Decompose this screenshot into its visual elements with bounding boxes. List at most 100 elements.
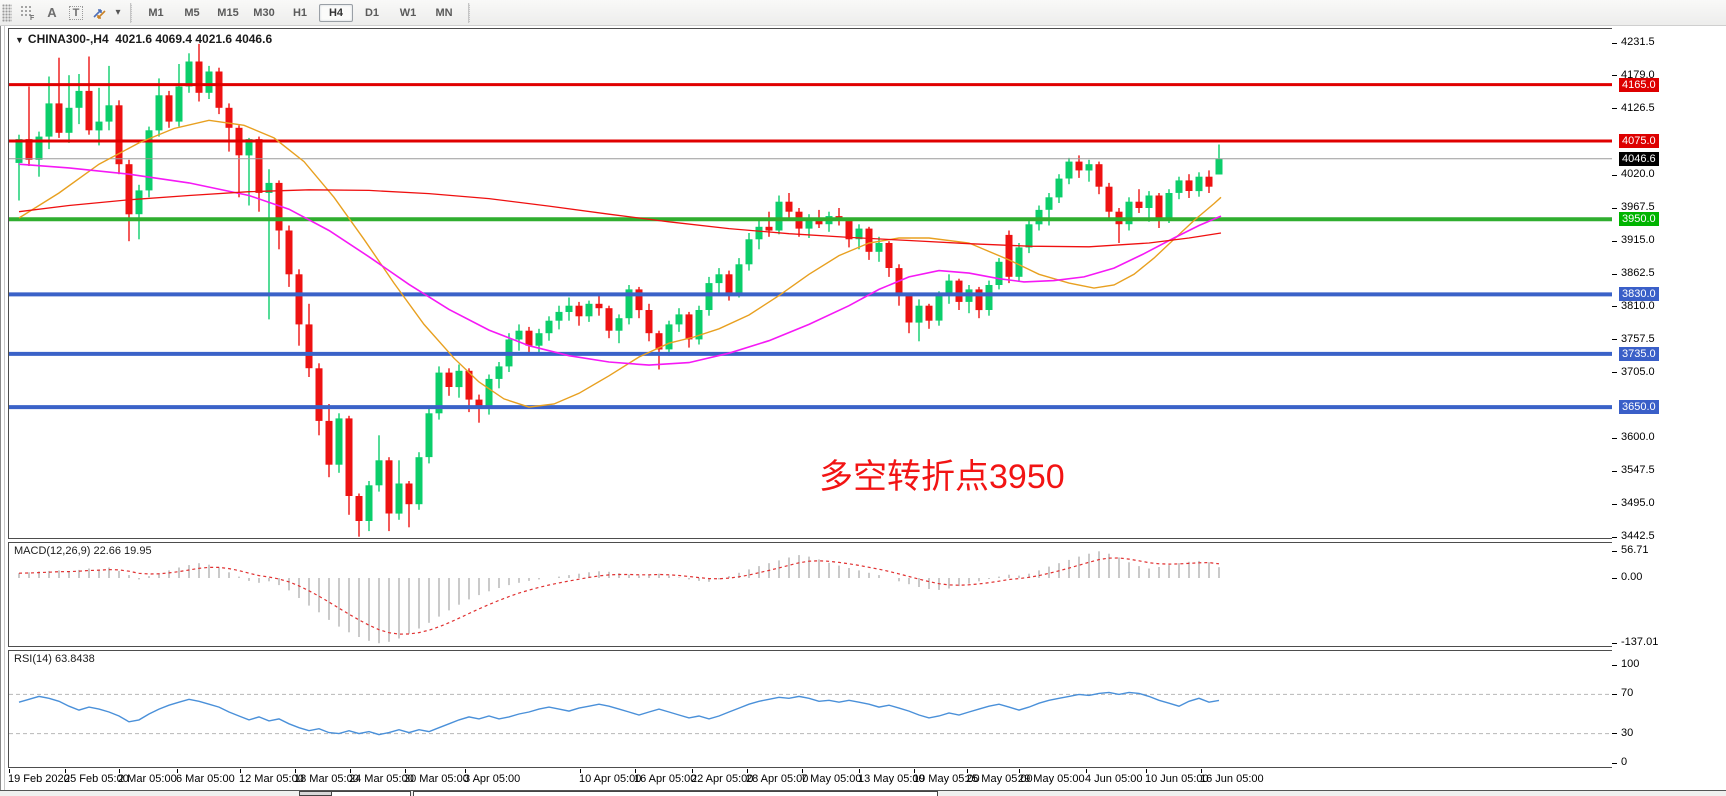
- price-tick-dash: [1612, 240, 1617, 242]
- time-tick-label: 28 Apr 05:00: [746, 773, 809, 785]
- tf-button-d1[interactable]: D1: [364, 7, 380, 19]
- timeframe-toolbar: M1 M5 M15 M30 H1 H4 D1 W1 MN: [138, 3, 462, 22]
- docked-tab-1[interactable]: [299, 791, 332, 796]
- dotted-grid-icon-glyph: F: [21, 5, 35, 21]
- candle-body: [995, 261, 1003, 285]
- time-tick: [350, 769, 351, 773]
- candle-body: [485, 378, 493, 409]
- symbol-title: CHINA300-,H4: [27, 32, 109, 46]
- candle-body: [1045, 197, 1053, 210]
- rsi-tick-label: 100: [1621, 658, 1640, 670]
- docked-tab-2[interactable]: [331, 791, 411, 796]
- tf-button-mn[interactable]: MN: [435, 7, 453, 19]
- time-tick: [635, 769, 636, 773]
- text-box-icon-glyph: T: [68, 5, 84, 20]
- time-tick: [1019, 769, 1020, 773]
- svg-text:F: F: [30, 15, 35, 21]
- candle-body: [775, 201, 783, 231]
- time-tick: [747, 769, 748, 773]
- price-tick-dash: [1612, 108, 1617, 110]
- tf-button-h1[interactable]: H1: [292, 7, 308, 19]
- dotted-grid-icon[interactable]: F: [16, 3, 40, 23]
- price-tick-label: 3495.0: [1621, 497, 1655, 510]
- price-tick-label: 3547.5: [1621, 464, 1655, 477]
- price-tick-label: 3600.0: [1621, 431, 1655, 444]
- time-tick: [802, 769, 803, 773]
- price-line-label: 4165.0: [1619, 77, 1659, 92]
- tf-button-m5[interactable]: M5: [184, 7, 200, 19]
- tf-button-m15[interactable]: M15: [217, 7, 239, 19]
- toolbar-grip-handle[interactable]: [2, 3, 12, 22]
- price-chart-canvas[interactable]: [9, 29, 1612, 538]
- text-box-icon[interactable]: T: [64, 3, 88, 23]
- dropdown-caret-icon[interactable]: ▾: [115, 7, 121, 18]
- price-chart-panel[interactable]: ▼ CHINA300-,H4 4021.6 4069.4 4021.6 4046.…: [8, 28, 1613, 539]
- candle-body: [165, 95, 173, 122]
- price-tick-dash: [1612, 437, 1617, 439]
- price-tick-dash: [1612, 42, 1617, 44]
- price-tick-label: 3967.5: [1621, 201, 1655, 214]
- time-tick: [1146, 769, 1147, 773]
- candle-body: [115, 105, 123, 165]
- candle-body: [755, 226, 763, 240]
- symbol-ohlc: 4021.6 4069.4 4021.6 4046.6: [115, 32, 273, 46]
- candle-body: [145, 130, 153, 191]
- candle-body: [1005, 234, 1013, 277]
- candle-body: [205, 71, 213, 93]
- macd-panel[interactable]: MACD(12,26,9) 22.66 19.95: [8, 542, 1613, 647]
- ma-slow-red: [18, 189, 1222, 248]
- time-tick: [65, 769, 66, 773]
- macd-canvas: [18, 551, 1220, 644]
- rsi-line: [18, 691, 1220, 736]
- symbol-collapse-triangle[interactable]: ▼: [15, 35, 24, 45]
- docked-tab-3[interactable]: [413, 791, 938, 796]
- price-tick-dash: [1612, 470, 1617, 472]
- rsi-tick-dash: [1612, 733, 1617, 735]
- tf-button-m1[interactable]: M1: [148, 7, 164, 19]
- candle-body: [455, 370, 463, 388]
- candle-body: [1175, 180, 1183, 193]
- price-tick-label: 3810.0: [1621, 299, 1655, 312]
- candle-body: [695, 310, 703, 340]
- time-tick-label: 10 Apr 05:00: [579, 773, 642, 785]
- rsi-panel[interactable]: RSI(14) 63.8438: [8, 650, 1613, 768]
- tf-button-m30[interactable]: M30: [253, 7, 275, 19]
- candle-body: [1085, 164, 1093, 171]
- candle-body: [545, 320, 553, 334]
- time-tick-label: 4 Jun 05:00: [1085, 773, 1143, 785]
- time-tick-label: 22 Apr 05:00: [691, 773, 754, 785]
- candle-body: [225, 107, 233, 128]
- price-tick-label: 3757.5: [1621, 332, 1655, 345]
- candle-body: [555, 311, 563, 321]
- price-line-label: 3735.0: [1619, 346, 1659, 361]
- time-tick-label: 3 Apr 05:00: [464, 773, 521, 785]
- time-tick-label: 7 May 05:00: [801, 773, 862, 785]
- rsi-tick-dash: [1612, 693, 1617, 695]
- text-a-icon[interactable]: A: [47, 5, 57, 20]
- price-tick-dash: [1612, 306, 1617, 308]
- candle-body: [305, 324, 313, 369]
- time-tick-label: 19 Feb 2020: [8, 773, 70, 785]
- time-tick-label: 12 Mar 05:00: [239, 773, 304, 785]
- candle-body: [1065, 161, 1073, 179]
- tf-button-h4[interactable]: H4: [319, 4, 353, 22]
- candle-body: [475, 399, 483, 409]
- candle-body: [805, 220, 813, 229]
- candle-body: [565, 305, 573, 312]
- tf-button-w1[interactable]: W1: [399, 7, 417, 19]
- toolbar-separator-2: [468, 2, 470, 23]
- price-line-label: 3830.0: [1619, 287, 1659, 302]
- time-tick-label: 30 Mar 05:00: [404, 773, 469, 785]
- price-tick-label: 4020.0: [1621, 168, 1655, 181]
- candle-body: [1025, 224, 1033, 248]
- candle-body: [1075, 161, 1083, 171]
- time-tick: [240, 769, 241, 773]
- arrange-arrows-icon[interactable]: [88, 3, 112, 23]
- candle-body: [395, 483, 403, 514]
- candle-body: [85, 90, 93, 131]
- candle-body: [95, 121, 103, 131]
- candle-body: [1105, 186, 1113, 212]
- time-tick-label: 16 Jun 05:00: [1200, 773, 1264, 785]
- price-tick-dash: [1612, 372, 1617, 374]
- candle-body: [185, 61, 193, 87]
